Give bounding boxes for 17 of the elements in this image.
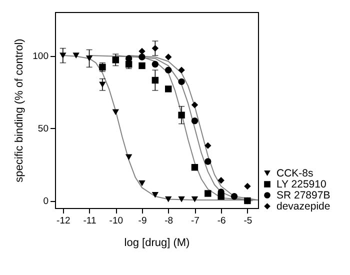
x-tick-label: -10	[109, 216, 124, 226]
y-axis-title: specific binding (% of control)	[14, 38, 26, 182]
legend-label: devazepide	[276, 200, 330, 212]
x-tick-label: -9	[138, 216, 147, 226]
x-tick-label: -12	[56, 216, 70, 226]
legend-label: LY 225910	[276, 178, 326, 190]
legend-label: CCK-8s	[276, 167, 314, 180]
y-tick-label: 50	[38, 124, 48, 135]
x-tick-label: -6	[217, 216, 226, 226]
y-tick-label: 0	[43, 196, 48, 208]
x-tick-label: -11	[83, 216, 96, 226]
x-axis-title: log [drug] (M)	[124, 237, 190, 249]
x-tick-label: -8	[164, 216, 174, 226]
x-tick-label: -5	[244, 216, 252, 226]
legend-label: SR 27897B	[276, 189, 330, 202]
y-tick-label: 100	[32, 51, 48, 62]
x-tick-label: -7	[191, 216, 200, 226]
